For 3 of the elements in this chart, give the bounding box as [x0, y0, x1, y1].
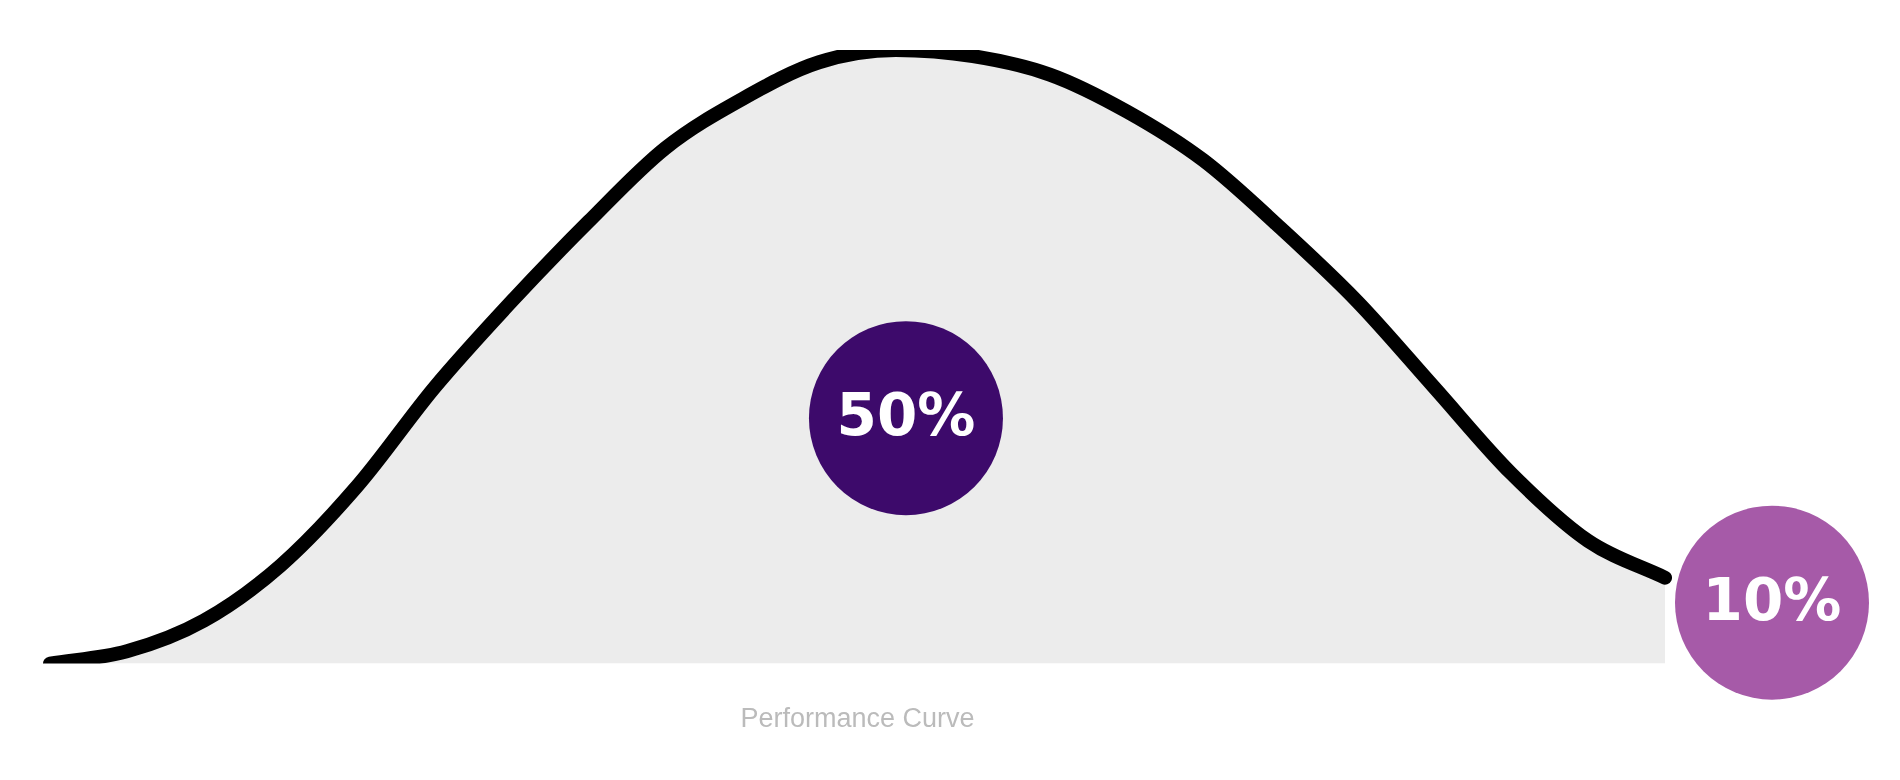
annotation: 10%: [1702, 565, 1842, 634]
x-axis-title: Performance Curve: [740, 703, 975, 734]
annotation: 50%: [836, 381, 976, 450]
